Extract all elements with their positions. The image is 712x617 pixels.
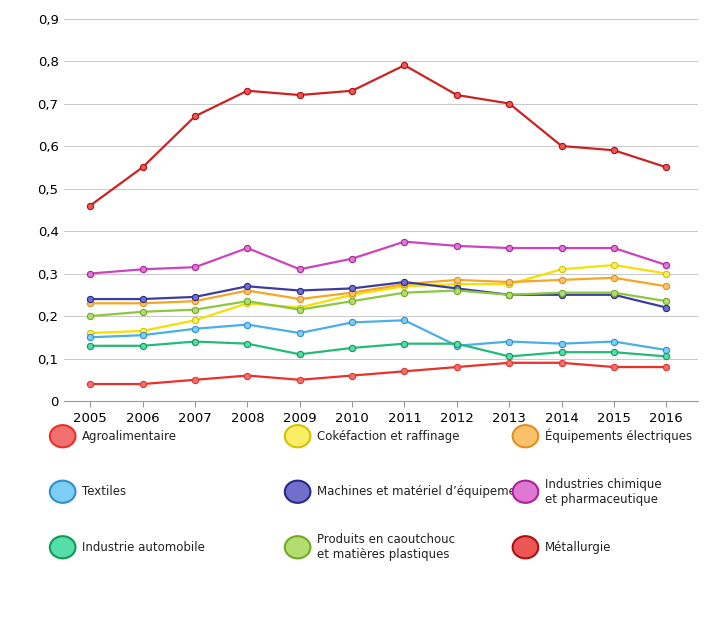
Text: Métallurgie: Métallurgie bbox=[545, 540, 611, 554]
Text: Textiles: Textiles bbox=[82, 485, 126, 499]
Text: Équipements électriques: Équipements électriques bbox=[545, 429, 692, 444]
Text: Industries chimique
et pharmaceutique: Industries chimique et pharmaceutique bbox=[545, 478, 661, 506]
Text: Produits en caoutchouc
et matières plastiques: Produits en caoutchouc et matières plast… bbox=[317, 533, 455, 561]
Text: Agroalimentaire: Agroalimentaire bbox=[82, 429, 177, 443]
Text: Industrie automobile: Industrie automobile bbox=[82, 540, 205, 554]
Text: Machines et matériel d’équipement: Machines et matériel d’équipement bbox=[317, 485, 528, 499]
Text: Cokéfaction et raffinage: Cokéfaction et raffinage bbox=[317, 429, 459, 443]
